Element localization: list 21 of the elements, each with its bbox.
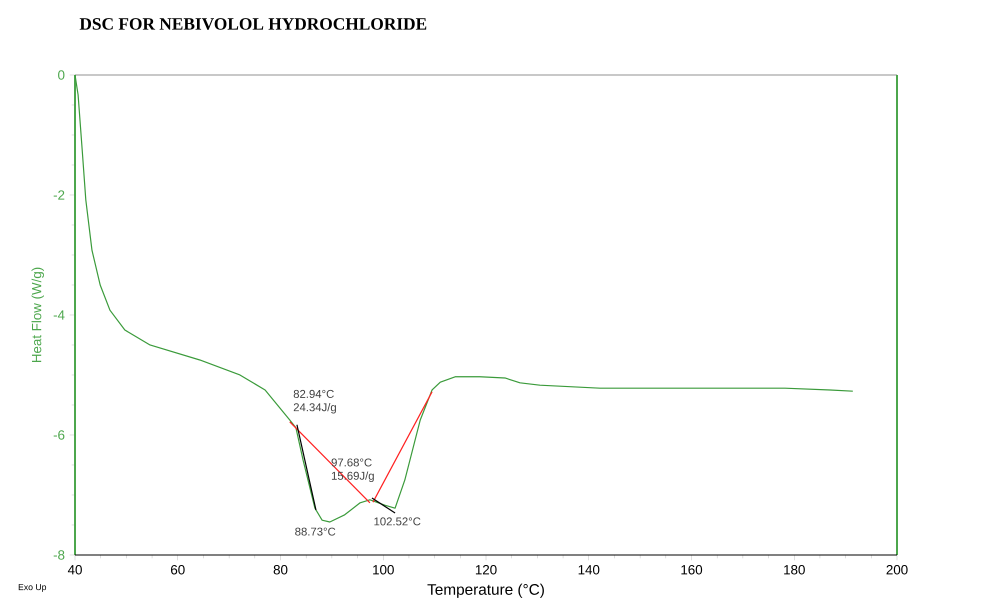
chart-title: DSC FOR NEBIVOLOL HYDROCHLORIDE (80, 18, 426, 30)
y-tick-label: 0 (58, 70, 64, 80)
annotation: 102.52°C (374, 517, 420, 526)
annotation: 88.73°C (295, 527, 336, 536)
y-axis-title: Heat Flow (W/g) (32, 268, 44, 362)
x-tick-label: 120 (476, 564, 497, 574)
y-tick-label: -2 (54, 190, 64, 200)
y-tick-label: -6 (54, 430, 64, 440)
y-tick-label: -4 (54, 310, 65, 320)
x-axis-title: Temperature (°C) (427, 583, 544, 598)
x-tick-label: 40 (68, 564, 82, 574)
annotation: 82.94°C 24.34J/g (294, 390, 336, 414)
x-tick-label: 60 (171, 564, 185, 574)
x-tick-label: 100 (373, 564, 394, 574)
x-tick-label: 140 (578, 564, 600, 574)
text: Exo Up (18, 584, 46, 592)
y-tick-label: -8 (54, 550, 64, 560)
x-tick-label: 180 (784, 564, 805, 574)
x-tick-label: 160 (681, 564, 702, 574)
x-tick-label: 80 (274, 564, 288, 574)
x-tick-label: 200 (886, 564, 908, 574)
